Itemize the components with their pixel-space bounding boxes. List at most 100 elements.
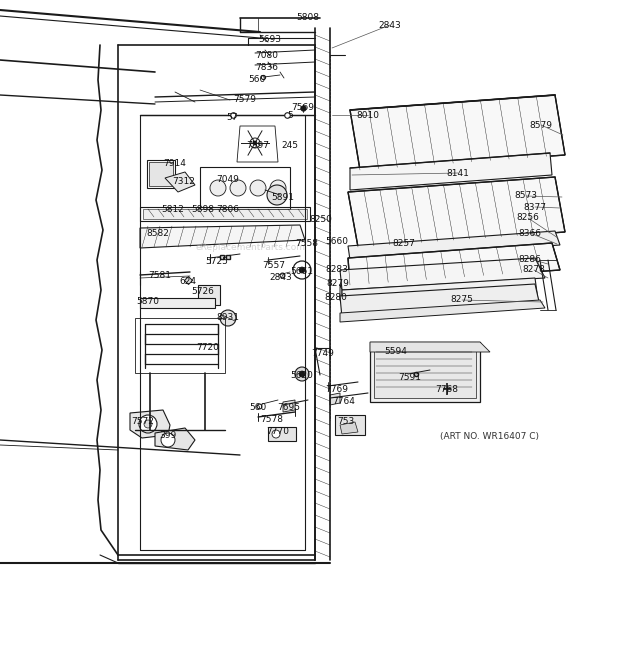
Text: 7579: 7579 xyxy=(234,95,257,104)
Text: 8377: 8377 xyxy=(523,202,546,212)
Text: 7578: 7578 xyxy=(260,416,283,424)
Bar xyxy=(140,298,215,308)
Text: 5594: 5594 xyxy=(384,346,407,356)
Circle shape xyxy=(272,430,280,438)
Polygon shape xyxy=(283,400,295,412)
Text: 8250: 8250 xyxy=(309,215,332,225)
Circle shape xyxy=(253,141,257,145)
Text: 7769: 7769 xyxy=(326,385,348,395)
Polygon shape xyxy=(340,284,540,318)
Text: 753: 753 xyxy=(337,416,355,426)
Text: 8366: 8366 xyxy=(518,229,541,237)
Text: 8278: 8278 xyxy=(523,266,546,274)
Bar xyxy=(147,160,175,188)
Polygon shape xyxy=(140,225,305,248)
Text: 7569: 7569 xyxy=(291,102,314,112)
Text: 8280: 8280 xyxy=(324,293,347,303)
Bar xyxy=(370,342,480,402)
Circle shape xyxy=(144,420,152,428)
Text: 8141: 8141 xyxy=(446,169,469,178)
Text: 7836: 7836 xyxy=(255,63,278,73)
Text: 560: 560 xyxy=(249,75,265,85)
Polygon shape xyxy=(348,177,565,247)
Circle shape xyxy=(161,433,175,447)
Circle shape xyxy=(299,371,305,377)
Text: 8275: 8275 xyxy=(451,295,474,305)
Bar xyxy=(135,318,225,373)
Text: 8582: 8582 xyxy=(146,229,169,237)
Text: 57: 57 xyxy=(226,114,237,122)
Polygon shape xyxy=(340,284,342,305)
Text: 7572: 7572 xyxy=(131,416,154,426)
Circle shape xyxy=(250,180,266,196)
Polygon shape xyxy=(165,172,195,192)
Text: 5725: 5725 xyxy=(206,258,228,266)
Text: 7764: 7764 xyxy=(332,397,355,405)
Circle shape xyxy=(270,180,286,196)
Circle shape xyxy=(295,367,309,381)
Bar xyxy=(374,346,476,398)
Polygon shape xyxy=(370,342,490,352)
Text: 7581: 7581 xyxy=(149,272,172,280)
Polygon shape xyxy=(350,95,565,170)
Text: 624: 624 xyxy=(180,276,197,286)
Polygon shape xyxy=(348,231,560,260)
Text: (ART NO. WR16407 C): (ART NO. WR16407 C) xyxy=(440,432,539,442)
Polygon shape xyxy=(340,422,358,434)
Text: 5726: 5726 xyxy=(192,286,215,295)
Text: 5812: 5812 xyxy=(162,204,184,214)
Bar xyxy=(143,209,307,219)
Text: 5620: 5620 xyxy=(291,371,314,379)
Text: 7312: 7312 xyxy=(172,178,195,186)
Circle shape xyxy=(293,261,311,279)
Text: 8283: 8283 xyxy=(326,266,348,274)
Text: 2843: 2843 xyxy=(379,20,401,30)
Text: 5891: 5891 xyxy=(272,194,294,202)
Text: 5870: 5870 xyxy=(136,297,159,307)
Text: 7768: 7768 xyxy=(435,385,459,393)
Text: 8257: 8257 xyxy=(392,239,415,247)
Text: 5693: 5693 xyxy=(259,36,281,44)
Text: 5898: 5898 xyxy=(192,204,215,214)
Text: 8579: 8579 xyxy=(529,120,552,130)
Text: 8286: 8286 xyxy=(518,254,541,264)
Text: 7806: 7806 xyxy=(216,204,239,214)
Text: 7080: 7080 xyxy=(255,50,278,59)
Text: 5: 5 xyxy=(287,112,293,120)
Polygon shape xyxy=(155,428,195,450)
Circle shape xyxy=(139,415,157,433)
Text: 7770: 7770 xyxy=(267,426,290,436)
Bar xyxy=(140,207,310,221)
Circle shape xyxy=(220,310,236,326)
Circle shape xyxy=(230,180,246,196)
Text: 560: 560 xyxy=(249,403,267,412)
Text: 7695: 7695 xyxy=(278,403,301,412)
Polygon shape xyxy=(350,153,552,190)
Text: 2843: 2843 xyxy=(270,272,293,282)
Text: 7557: 7557 xyxy=(262,260,285,270)
Polygon shape xyxy=(130,410,170,438)
Text: 8573: 8573 xyxy=(515,192,538,200)
Text: 8010: 8010 xyxy=(356,110,379,120)
Bar xyxy=(149,162,173,186)
Text: 7591: 7591 xyxy=(399,373,422,383)
Text: 5808: 5808 xyxy=(296,13,319,22)
Bar xyxy=(200,167,290,209)
Bar xyxy=(268,427,296,441)
Bar xyxy=(335,415,365,435)
Polygon shape xyxy=(342,278,538,312)
Text: 7597: 7597 xyxy=(247,141,270,149)
Text: 7749: 7749 xyxy=(312,350,334,358)
Text: 5661: 5661 xyxy=(291,266,314,276)
Polygon shape xyxy=(348,243,560,285)
Text: 399: 399 xyxy=(159,432,177,440)
Polygon shape xyxy=(340,258,545,290)
Polygon shape xyxy=(340,300,545,322)
Circle shape xyxy=(267,185,287,205)
Polygon shape xyxy=(330,393,340,405)
Text: 7914: 7914 xyxy=(164,159,187,169)
Circle shape xyxy=(250,138,260,148)
Text: 8279: 8279 xyxy=(327,280,350,288)
Text: eReplacementParts.com: eReplacementParts.com xyxy=(195,243,305,253)
Text: 7558: 7558 xyxy=(296,239,319,247)
